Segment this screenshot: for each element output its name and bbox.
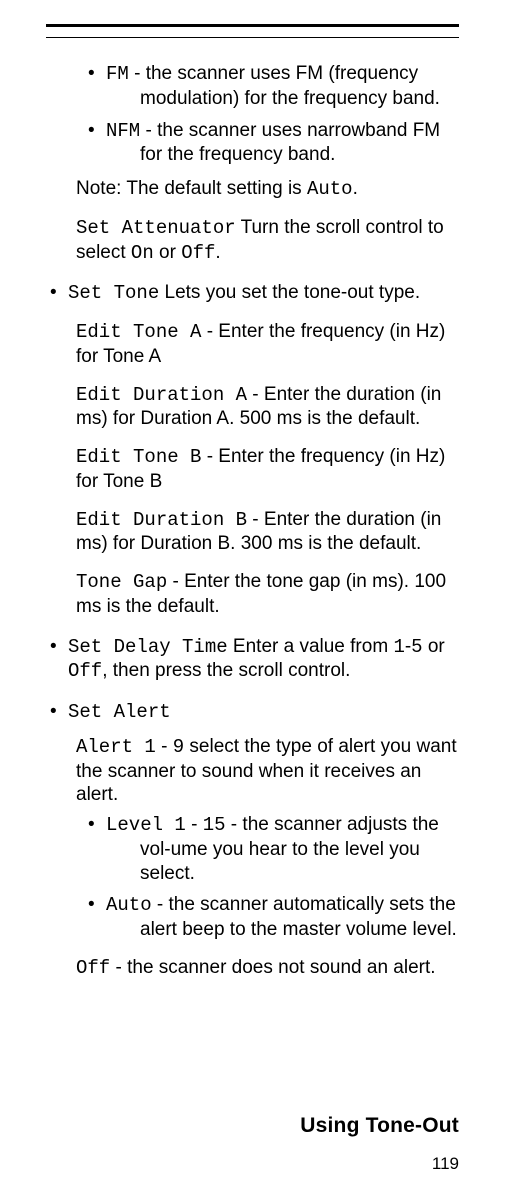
code-set-tone: Set Tone: [68, 282, 159, 304]
note-suffix: .: [353, 178, 358, 199]
item-set-alert: •Set Alert: [46, 700, 459, 725]
item-edit-duration-a: Edit Duration A - Enter the duration (in…: [46, 383, 459, 432]
code-etb: Edit Tone B: [76, 446, 201, 468]
text-off-alert: - the scanner does not sound an alert.: [110, 957, 435, 978]
code-off: Off: [181, 242, 215, 264]
text-ar-dash: -: [156, 736, 173, 757]
bullet-icon: •: [88, 813, 106, 837]
note-code: Auto: [307, 178, 353, 200]
item-fm: •FM - the scanner uses FM (frequency mod…: [46, 62, 459, 111]
code-set-alert: Set Alert: [68, 701, 171, 723]
code-edb: Edit Duration B: [76, 509, 247, 531]
text-fm: - the scanner uses FM (frequency modulat…: [129, 63, 440, 109]
text-lvl-dash: -: [186, 814, 203, 835]
text-sdt-2: , then press the scroll control.: [102, 660, 350, 681]
code-tg: Tone Gap: [76, 571, 167, 593]
code-set-attenuator: Set Attenuator: [76, 217, 236, 239]
page-number: 119: [432, 1154, 459, 1174]
item-set-tone: •Set Tone Lets you set the tone-out type…: [46, 281, 459, 306]
rule-thick: [46, 24, 459, 27]
code-lvl-2: 15: [203, 814, 226, 836]
code-sdt-r1: 1: [393, 636, 404, 658]
note-default: Note: The default setting is Auto.: [46, 177, 459, 202]
text-sdt-mid: or: [423, 636, 445, 657]
note-prefix: Note: The default setting is: [76, 178, 307, 199]
rule-thin: [46, 37, 459, 38]
item-auto: •Auto - the scanner automatically sets t…: [46, 893, 459, 942]
code-off-alert: Off: [76, 957, 110, 979]
bullet-icon: •: [88, 893, 106, 917]
footer-title: Using Tone-Out: [300, 1114, 459, 1138]
code-sdt-off: Off: [68, 660, 102, 682]
code-sdt-r2: 5: [411, 636, 422, 658]
code-auto: Auto: [106, 894, 152, 916]
code-nfm: NFM: [106, 120, 140, 142]
text-set-tone: Lets you set the tone-out type.: [159, 282, 420, 303]
code-on: On: [131, 242, 154, 264]
text-nfm: - the scanner uses narrowband FM for the…: [140, 120, 440, 166]
code-fm: FM: [106, 63, 129, 85]
item-alert-range: Alert 1 - 9 select the type of alert you…: [46, 735, 459, 807]
item-edit-tone-a: Edit Tone A - Enter the frequency (in Hz…: [46, 320, 459, 369]
page: •FM - the scanner uses FM (frequency mod…: [0, 24, 505, 1204]
item-nfm: •NFM - the scanner uses narrowband FM fo…: [46, 119, 459, 168]
item-edit-tone-b: Edit Tone B - Enter the frequency (in Hz…: [46, 445, 459, 494]
item-off-alert: Off - the scanner does not sound an aler…: [46, 956, 459, 981]
item-set-attenuator: Set Attenuator Turn the scroll control t…: [46, 216, 459, 266]
text-sdt-1: Enter a value from: [228, 636, 394, 657]
bullet-icon: •: [50, 635, 68, 659]
code-ar-2: 9: [173, 736, 184, 758]
item-set-delay: •Set Delay Time Enter a value from 1-5 o…: [46, 635, 459, 685]
code-eta: Edit Tone A: [76, 321, 201, 343]
item-edit-duration-b: Edit Duration B - Enter the duration (in…: [46, 508, 459, 557]
code-sdt: Set Delay Time: [68, 636, 228, 658]
code-ar-1: Alert 1: [76, 736, 156, 758]
item-level: •Level 1 - 15 - the scanner adjusts the …: [46, 813, 459, 885]
text-sa-mid: or: [154, 242, 181, 263]
content-area: •FM - the scanner uses FM (frequency mod…: [46, 62, 459, 981]
bullet-icon: •: [88, 119, 106, 143]
code-lvl-1: Level 1: [106, 814, 186, 836]
item-tone-gap: Tone Gap - Enter the tone gap (in ms). 1…: [46, 570, 459, 619]
code-eda: Edit Duration A: [76, 384, 247, 406]
bullet-icon: •: [50, 281, 68, 305]
bullet-icon: •: [50, 700, 68, 724]
text-sa-end: .: [215, 242, 220, 263]
bullet-icon: •: [88, 62, 106, 86]
text-auto: - the scanner automatically sets the ale…: [140, 894, 457, 940]
